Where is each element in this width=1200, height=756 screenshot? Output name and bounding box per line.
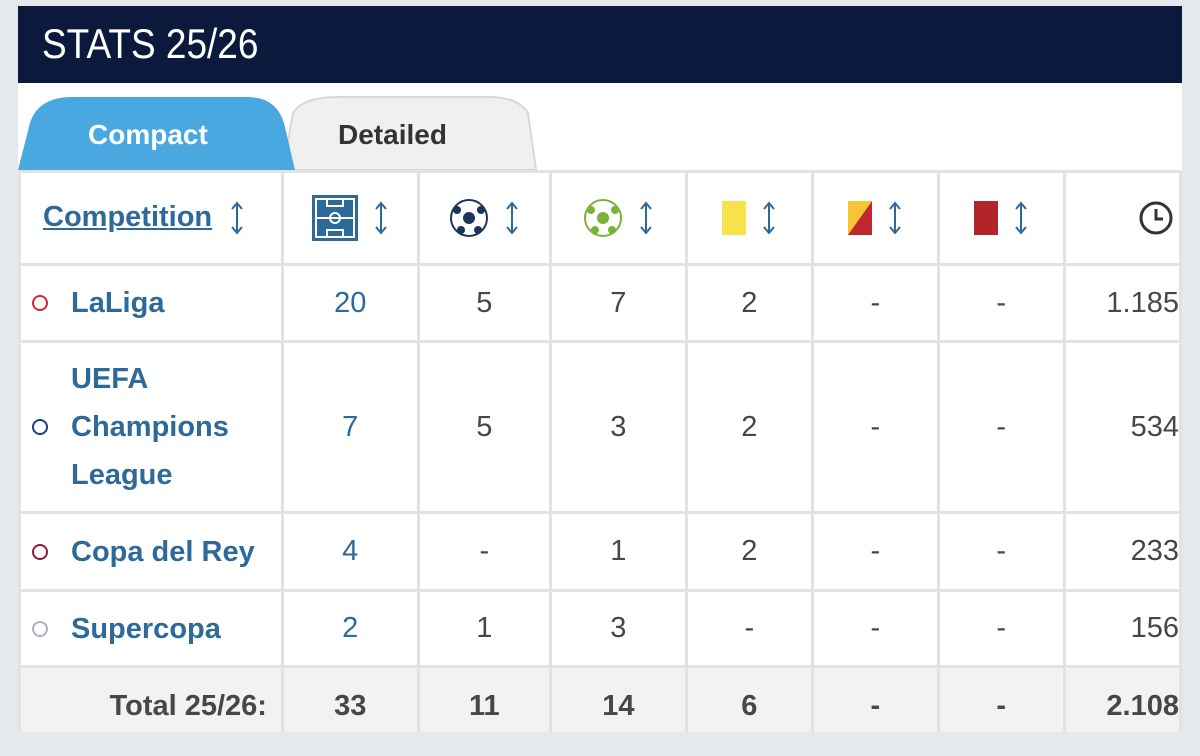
tab-detailed[interactable]: Detailed	[338, 119, 447, 150]
stat-cell[interactable]: 20	[280, 263, 420, 343]
total-cell: 14	[549, 665, 688, 732]
stat-cell: -	[811, 589, 940, 668]
header-title: STATS 25/26	[42, 20, 259, 67]
data-row: UEFA Champions League 7 5 3 2- -534	[18, 340, 1182, 514]
stat-cell[interactable]: 2	[280, 589, 420, 668]
competition-cell: UEFA Champions League	[18, 340, 284, 514]
sort-icon[interactable]	[888, 201, 902, 235]
stat-cell: 5	[416, 340, 553, 514]
sort-icon[interactable]	[762, 201, 776, 235]
stat-cell: 5	[416, 263, 553, 343]
stat-cell[interactable]: 7	[280, 340, 420, 514]
stat-cell: -	[936, 340, 1066, 514]
data-row: Supercopa 2 1 3- - -156	[18, 589, 1182, 668]
stat-cell: -	[936, 589, 1066, 668]
competition-name[interactable]: Supercopa	[71, 612, 221, 645]
assist-ball-icon	[584, 199, 623, 237]
competition-logo	[32, 620, 48, 637]
stats-table: Competition LaLiga 20 5 7 2- -1.185 UEFA Champ…	[18, 170, 1182, 732]
stat-cell[interactable]: 4	[280, 511, 420, 592]
clock-icon	[1139, 201, 1173, 235]
ball-icon	[450, 199, 489, 237]
sort-icon[interactable]	[374, 201, 388, 235]
data-row: Copa del Rey 4-1 2- -233	[18, 511, 1182, 592]
competition: Copa del Rey	[21, 528, 281, 576]
competition-cell: Copa del Rey	[18, 511, 284, 592]
sort-icon[interactable]	[230, 201, 244, 235]
header-row: Competition	[18, 170, 1182, 266]
competition-header-label[interactable]: Competition	[43, 200, 213, 233]
stat-cell: 2	[684, 511, 815, 592]
total-label: Total 25/26:	[18, 665, 284, 732]
tab-shapes	[18, 96, 538, 170]
stats-panel: STATS 25/26 Compact Detailed Competition	[18, 6, 1182, 732]
competition-name[interactable]: LaLiga	[71, 287, 165, 319]
total-row: Total 25/26: 33 11 14 6- -2.108	[18, 665, 1182, 732]
competition-name[interactable]: Copa del Rey	[71, 535, 255, 568]
competition-logo	[32, 419, 48, 435]
data-row: LaLiga 20 5 7 2- -1.185	[18, 263, 1182, 343]
competition-logo	[32, 543, 48, 560]
competition-logo	[32, 295, 48, 311]
stat-cell: -	[811, 340, 940, 514]
total-cell: 6	[684, 665, 815, 732]
stat-cell: -	[936, 263, 1066, 343]
yellow-header[interactable]	[684, 170, 815, 266]
assists-header[interactable]	[549, 170, 688, 266]
second-yellow-icon	[848, 201, 873, 235]
stat-cell: -	[811, 511, 940, 592]
stat-cell: -	[684, 589, 815, 668]
stat-cell: 1	[549, 511, 688, 592]
stat-cell: -	[936, 511, 1066, 592]
header-bar: STATS 25/26	[18, 6, 1182, 83]
sort-icon[interactable]	[639, 201, 653, 235]
competition-header[interactable]: Competition	[18, 170, 284, 266]
total-cell: 2.108	[1062, 665, 1182, 732]
minutes-header[interactable]	[1062, 170, 1182, 266]
competition-name[interactable]: UEFA Champions League	[71, 363, 229, 491]
yellow-card-icon	[722, 201, 747, 235]
total-cell: -	[936, 665, 1066, 732]
total-cell: 11	[416, 665, 553, 732]
stat-cell: 156	[1062, 589, 1182, 668]
stat-cell: 534	[1062, 340, 1182, 514]
stat-cell: 1.185	[1062, 263, 1182, 343]
sort-icon[interactable]	[1014, 201, 1028, 235]
stat-cell: 1	[416, 589, 553, 668]
competition: LaLiga	[21, 279, 281, 327]
stat-cell: 2	[684, 340, 815, 514]
appearances-header[interactable]	[280, 170, 420, 266]
sort-icon[interactable]	[505, 201, 519, 235]
stat-cell: 233	[1062, 511, 1182, 592]
competition-cell: Supercopa	[18, 589, 284, 668]
total-cell: 33	[280, 665, 420, 732]
competition: Supercopa	[21, 605, 281, 653]
stat-cell: -	[416, 511, 553, 592]
total-cell: -	[811, 665, 940, 732]
second-yellow-header[interactable]	[811, 170, 940, 266]
tab-compact[interactable]: Compact	[88, 119, 208, 150]
red-card-icon	[974, 201, 999, 235]
stat-cell: 3	[549, 589, 688, 668]
stat-cell: 2	[684, 263, 815, 343]
competition: UEFA Champions League	[21, 355, 281, 499]
stat-cell: 7	[549, 263, 688, 343]
tabs: Compact Detailed	[18, 83, 1182, 170]
pitch-icon	[312, 195, 359, 241]
red-header[interactable]	[936, 170, 1066, 266]
stat-cell: 3	[549, 340, 688, 514]
stat-cell: -	[811, 263, 940, 343]
competition-cell: LaLiga	[18, 263, 284, 343]
goals-header[interactable]	[416, 170, 553, 266]
